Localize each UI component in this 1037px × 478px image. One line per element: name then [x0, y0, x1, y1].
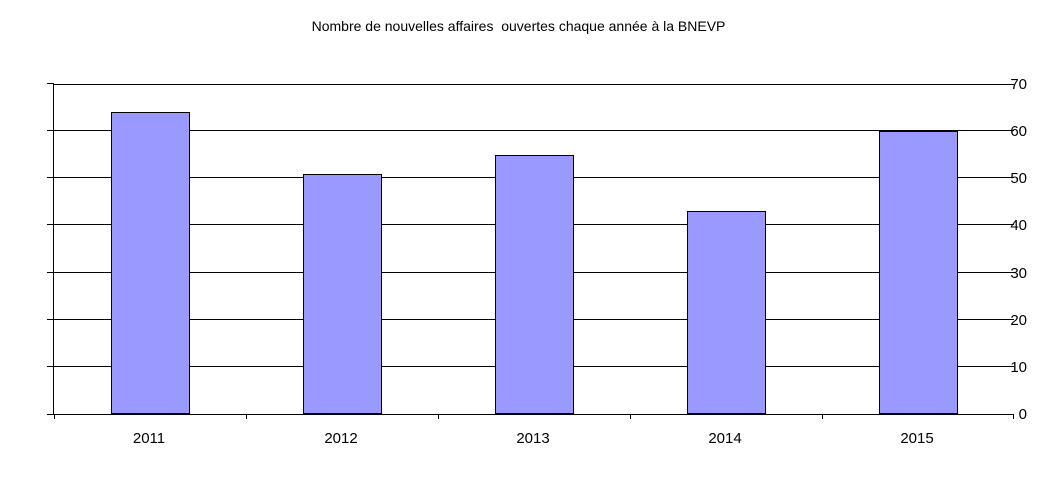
x-axis-tick-1: [246, 415, 247, 419]
y-axis-label-10: 10: [1010, 358, 1027, 376]
y-axis-label-20: 20: [1010, 311, 1027, 329]
y-axis-tick-40: [47, 224, 54, 226]
x-axis-tick-2: [438, 415, 439, 419]
y-axis-tick-10: [47, 365, 54, 367]
bar-2013: [494, 155, 574, 414]
x-axis-label-2012: 2012: [324, 430, 358, 447]
gridline-70: [54, 84, 1014, 85]
chart-title: Nombre de nouvelles affaires ouvertes ch…: [311, 18, 726, 34]
bar-2012: [302, 174, 382, 414]
y-axis-tick-20: [47, 318, 54, 320]
y-axis-tick-30: [47, 271, 54, 273]
x-axis-tick-3: [630, 415, 631, 419]
bar-2011: [110, 112, 190, 414]
x-axis-label-2011: 2011: [132, 430, 166, 447]
y-axis-label-0: 0: [1018, 406, 1027, 423]
y-axis-tick-50: [47, 177, 54, 179]
y-axis-label-40: 40: [1010, 217, 1027, 235]
bar-2015: [878, 131, 958, 414]
y-axis-tick-60: [47, 130, 54, 132]
x-axis-tick-5: [1013, 415, 1014, 419]
y-axis-label-70: 70: [1010, 76, 1027, 93]
x-axis-tick-4: [822, 415, 823, 419]
gridline-60: [54, 130, 1014, 132]
bar-2014: [686, 211, 766, 414]
y-axis-label-30: 30: [1010, 264, 1027, 282]
y-axis-label-50: 50: [1010, 170, 1027, 188]
x-axis-label-2014: 2014: [708, 430, 742, 447]
plot-area: [47, 83, 1014, 419]
x-axis-label-2015: 2015: [900, 430, 934, 447]
y-axis-tick-70: [47, 83, 54, 84]
y-axis-tick-0: [47, 414, 54, 415]
x-axis-label-2013: 2013: [516, 430, 550, 447]
y-axis-label-60: 60: [1010, 123, 1027, 141]
x-axis-tick-0: [54, 415, 55, 419]
